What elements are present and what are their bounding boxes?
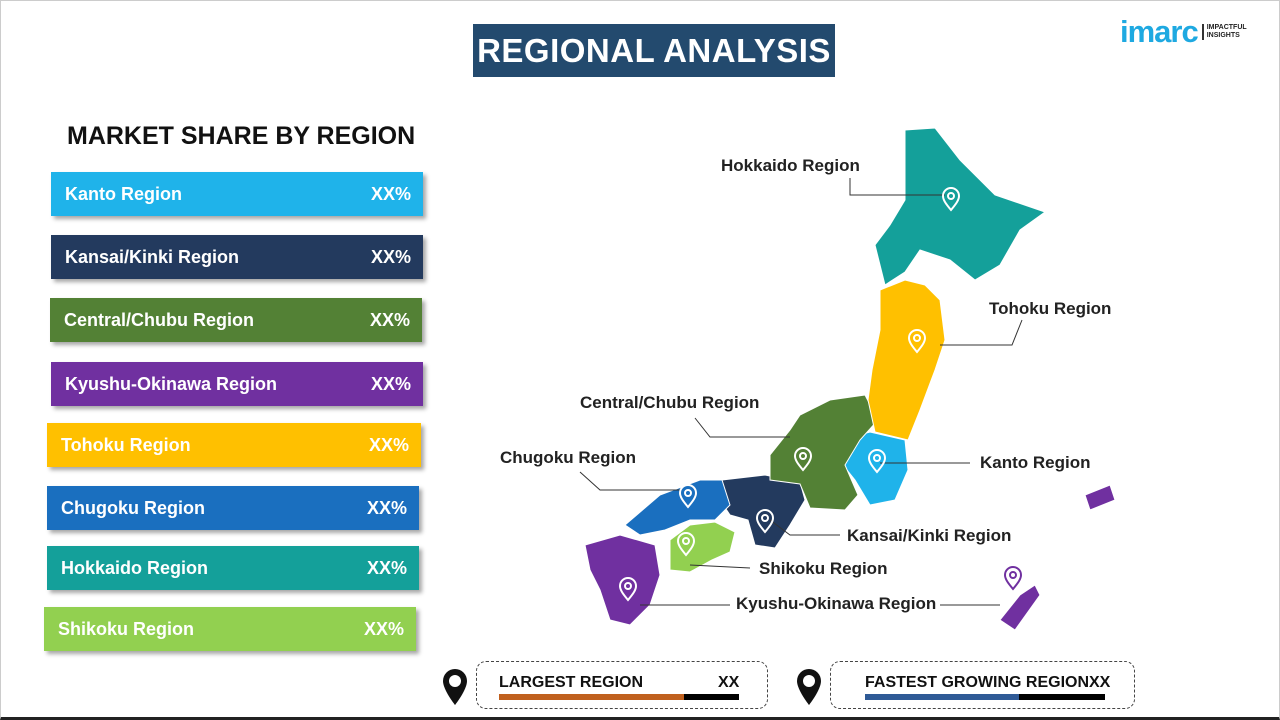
imarc-logo: imarc IMPACTFUL INSIGHTS <box>1120 14 1247 50</box>
region-name: Kyushu-Okinawa Region <box>65 373 278 394</box>
region-name: Shikoku Region <box>58 618 195 639</box>
map-region <box>769 394 879 511</box>
region-name: Kansai/Kinki Region <box>65 246 240 267</box>
region-bar: Kanto Region XX% <box>51 172 423 216</box>
map-region <box>874 127 1047 286</box>
map-label: Chugoku Region <box>500 448 636 467</box>
location-pin-icon <box>941 187 961 212</box>
largest-region-card: LARGEST REGION XX <box>476 661 768 709</box>
location-pin-icon <box>1003 566 1023 591</box>
page-title: REGIONAL ANALYSIS <box>473 24 835 77</box>
location-pin-icon <box>678 484 698 509</box>
map-label: Tohoku Region <box>989 299 1112 318</box>
largest-region-bar <box>499 694 739 700</box>
region-share: XX% <box>370 246 411 267</box>
region-share: XX% <box>370 183 411 204</box>
map-label: Shikoku Region <box>759 559 888 578</box>
map-label: Kyushu-Okinawa Region <box>736 594 937 613</box>
region-share: XX% <box>366 497 407 518</box>
fastest-pin-icon <box>795 667 823 712</box>
region-share: XX% <box>370 373 411 394</box>
logo-tagline: IMPACTFUL INSIGHTS <box>1201 24 1247 40</box>
location-pin-icon <box>618 577 638 602</box>
leader-lines <box>579 178 1023 606</box>
region-name: Kanto Region <box>65 183 182 204</box>
region-share: XX% <box>368 434 409 455</box>
fastest-region-bar <box>865 694 1105 700</box>
location-pin-icon <box>676 532 696 557</box>
logo-word: imarc <box>1120 14 1199 49</box>
region-share: XX% <box>363 618 404 639</box>
location-pin-icon <box>867 449 887 474</box>
map-region <box>669 521 736 573</box>
region-share: XX% <box>366 557 407 578</box>
map-label: Kansai/Kinki Region <box>847 526 1012 545</box>
region-name: Central/Chubu Region <box>64 309 254 330</box>
map-label: Central/Chubu Region <box>580 393 760 412</box>
region-bar: Kyushu-Okinawa Region XX% <box>51 362 423 406</box>
region-bar: Shikoku Region XX% <box>44 607 416 651</box>
region-bar: Tohoku Region XX% <box>47 423 421 467</box>
location-pin-icon <box>907 329 927 354</box>
map-region <box>1084 484 1116 511</box>
region-name: Hokkaido Region <box>61 557 209 578</box>
map-region <box>999 584 1041 631</box>
region-bar: Central/Chubu Region XX% <box>50 298 422 342</box>
largest-region-value: XX <box>718 674 740 691</box>
fastest-region-label: FASTEST GROWING REGION <box>865 674 1090 691</box>
map-region <box>867 279 946 441</box>
location-pin-icon <box>793 447 813 472</box>
map-region <box>624 479 731 536</box>
map-label: Kanto Region <box>980 453 1091 472</box>
region-share: XX% <box>369 309 410 330</box>
map-label: Hokkaido Region <box>721 156 860 175</box>
region-name: Tohoku Region <box>61 434 191 455</box>
location-pin-icon <box>755 509 775 534</box>
region-bar: Kansai/Kinki Region XX% <box>51 235 423 279</box>
region-bar: Hokkaido Region XX% <box>47 546 419 590</box>
fastest-growing-region-card: FASTEST GROWING REGION XX <box>830 661 1135 709</box>
largest-region-label: LARGEST REGION <box>499 674 644 691</box>
region-bar: Chugoku Region XX% <box>47 486 419 530</box>
region-name: Chugoku Region <box>61 497 205 518</box>
section-title: MARKET SHARE BY REGION <box>67 122 416 150</box>
fastest-region-value: XX <box>1089 674 1111 691</box>
largest-pin-icon <box>441 667 469 712</box>
